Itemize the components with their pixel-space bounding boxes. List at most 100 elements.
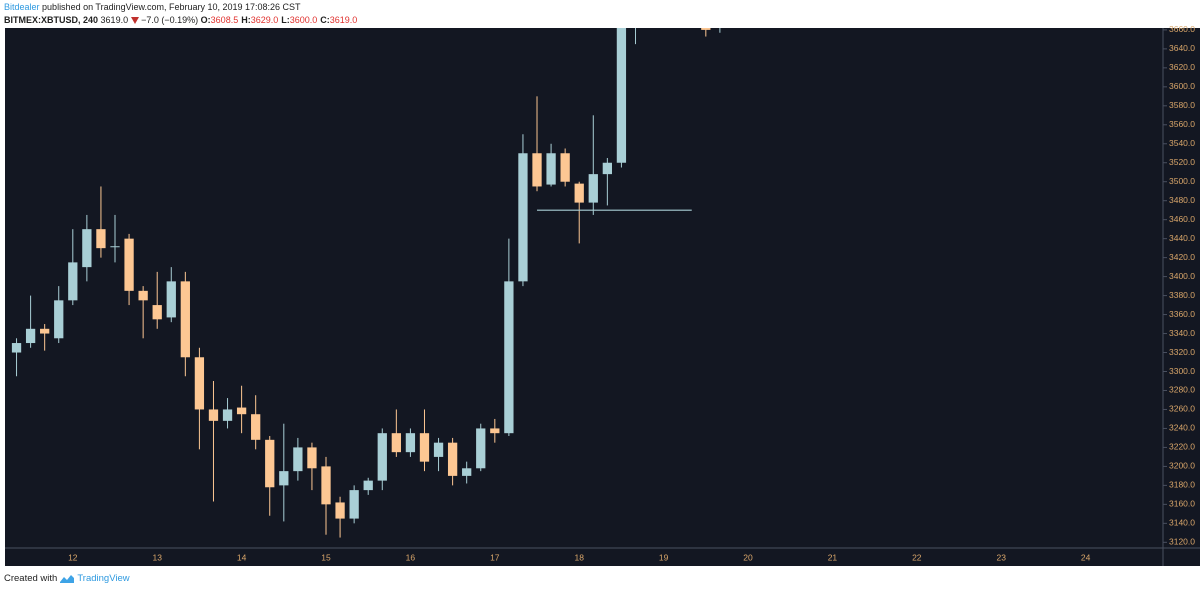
ohlc-label: H: <box>241 15 251 25</box>
down-arrow <box>130 17 139 25</box>
y-tick-label: 3420.0 <box>1169 252 1195 262</box>
candle-body <box>447 442 458 476</box>
x-tick-label: 18 <box>574 552 584 562</box>
y-tick-label: 3280.0 <box>1169 385 1195 395</box>
ohlc-value: 3608.5 <box>210 15 239 25</box>
candle-body <box>405 433 416 453</box>
y-tick-label: 3440.0 <box>1169 233 1195 243</box>
candle-body <box>349 490 359 519</box>
candle-body <box>138 290 148 301</box>
y-tick-label: 3560.0 <box>1169 119 1195 129</box>
y-tick-label: 3260.0 <box>1169 404 1195 414</box>
x-tick-label: 24 <box>1081 552 1091 562</box>
candle-body <box>616 28 627 163</box>
candle-body <box>208 409 219 421</box>
ohlc-value: 3600.0 <box>289 15 318 25</box>
y-tick-label: 3480.0 <box>1169 195 1195 205</box>
candle-body <box>532 153 542 187</box>
candle-body <box>124 238 134 291</box>
y-tick-label: 3320.0 <box>1169 347 1195 357</box>
x-tick-label: 23 <box>996 552 1006 562</box>
x-tick-label: 16 <box>406 552 416 562</box>
y-tick-label: 3660.0 <box>1169 24 1195 34</box>
header-line-1: Bitdealer published on TradingView.com, … <box>4 2 301 12</box>
y-tick-label: 3600.0 <box>1169 81 1195 91</box>
y-tick-label: 3300.0 <box>1169 366 1195 376</box>
candle-body <box>588 174 598 203</box>
y-tick-label: 3160.0 <box>1169 499 1195 509</box>
y-tick-label: 3500.0 <box>1169 176 1195 186</box>
y-tick-label: 3380.0 <box>1169 290 1195 300</box>
candle-body <box>546 153 556 185</box>
candle-body <box>152 305 162 320</box>
x-tick-label: 17 <box>490 552 500 562</box>
candle-body <box>251 414 261 440</box>
candle-body <box>701 28 711 30</box>
candle-body <box>180 281 190 358</box>
y-tick-label: 3340.0 <box>1169 328 1195 338</box>
candle-body <box>25 328 36 344</box>
x-tick-label: 12 <box>68 552 78 562</box>
candle-body <box>321 466 331 505</box>
candle-body <box>82 229 92 268</box>
candle-body <box>631 0 640 11</box>
candle-body <box>490 428 500 434</box>
ohlc-label: C: <box>320 15 330 25</box>
footer: Created with TradingView <box>4 573 130 584</box>
y-tick-label: 3220.0 <box>1169 442 1195 452</box>
y-tick-label: 3540.0 <box>1169 138 1195 148</box>
x-tick-label: 22 <box>912 552 922 562</box>
tradingview-logo <box>60 575 75 583</box>
header-line-2: BITMEX:XBTUSD, 240 3619.0 −7.0 (−0.19%) … <box>4 15 360 25</box>
candle-body <box>222 409 233 421</box>
candle-body <box>40 328 50 334</box>
published: published on TradingView.com, February 1… <box>42 2 301 12</box>
ohlc-label: O: <box>200 15 211 25</box>
candle-body <box>194 357 205 410</box>
candle-body <box>391 433 401 453</box>
ohlc-label: L: <box>281 15 290 25</box>
candle-body <box>504 281 514 434</box>
y-tick-label: 3460.0 <box>1169 214 1195 224</box>
y-tick-label: 3620.0 <box>1169 62 1195 72</box>
candle-body <box>462 468 472 476</box>
x-tick-label: 19 <box>659 552 669 562</box>
author[interactable]: Bitdealer <box>4 2 40 12</box>
y-tick-label: 3180.0 <box>1169 480 1195 490</box>
candle-body <box>166 281 176 318</box>
candle-body <box>433 442 444 457</box>
candle-body <box>279 471 289 486</box>
y-tick-label: 3640.0 <box>1169 43 1195 53</box>
candle-body <box>307 447 317 469</box>
candle-body <box>602 162 612 175</box>
candle-body <box>560 153 570 182</box>
brand[interactable]: TradingView <box>77 573 130 584</box>
chart-panel <box>5 28 1200 566</box>
x-tick-label: 13 <box>152 552 162 562</box>
y-tick-label: 3120.0 <box>1169 537 1195 547</box>
x-tick-label: 14 <box>237 552 247 562</box>
candle-body <box>236 407 247 415</box>
candle-body <box>11 343 22 353</box>
candle-body <box>293 447 303 472</box>
candle-body <box>518 153 528 282</box>
candle-body <box>419 433 430 462</box>
created-with: Created with <box>4 573 58 584</box>
candle-body <box>335 502 345 519</box>
y-tick-label: 3520.0 <box>1169 157 1195 167</box>
candle-body <box>377 433 387 481</box>
x-tick-label: 20 <box>743 552 753 562</box>
y-tick-label: 3200.0 <box>1169 461 1195 471</box>
candle-body <box>476 428 486 469</box>
candle-body <box>265 439 275 488</box>
x-tick-label: 21 <box>828 552 838 562</box>
y-tick-label: 3360.0 <box>1169 309 1195 319</box>
candle-body <box>68 262 78 301</box>
candle-body <box>574 183 584 203</box>
y-tick-label: 3580.0 <box>1169 100 1195 110</box>
last-price: 3619.0 <box>100 15 129 25</box>
candle-body <box>363 480 373 491</box>
candle-body <box>715 20 724 25</box>
change: −7.0 (−0.19%) <box>141 15 199 25</box>
